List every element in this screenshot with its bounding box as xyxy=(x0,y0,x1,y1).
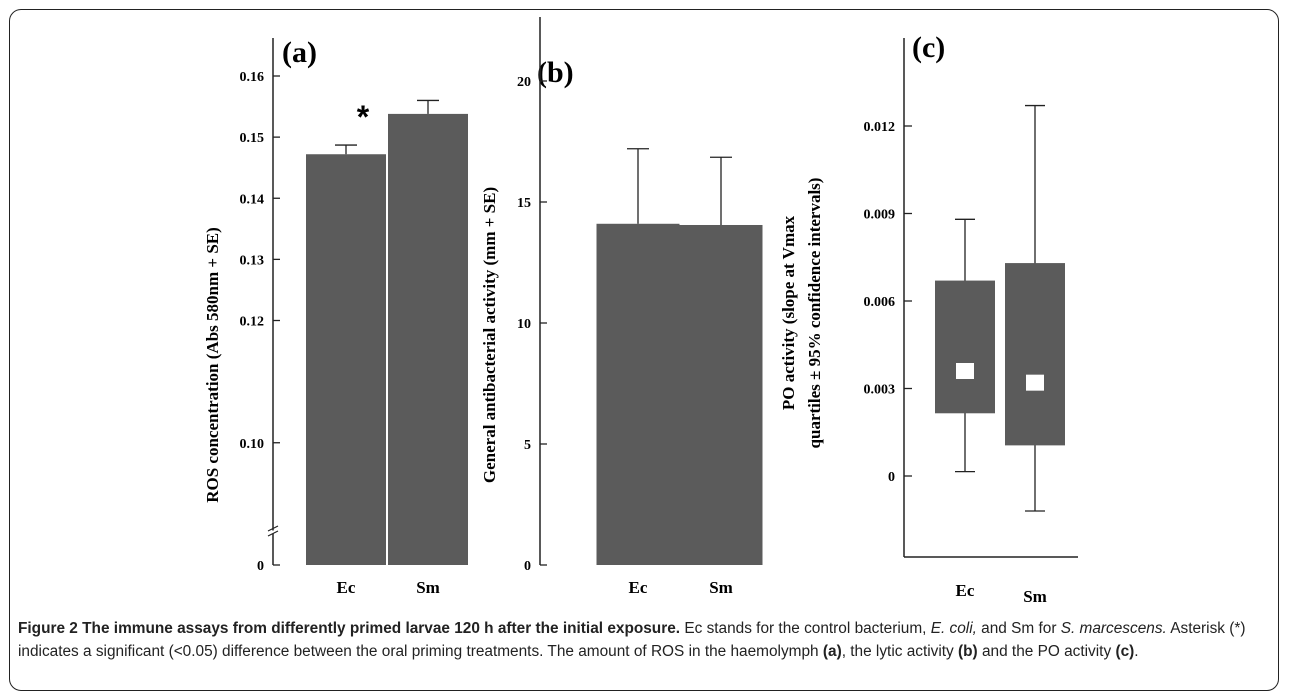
bar xyxy=(306,154,386,566)
panel-a-label: (a) xyxy=(282,36,317,69)
panel-c: (c) PO activity (slope at Vmax quartiles… xyxy=(779,31,1078,606)
category-label: Ec xyxy=(956,581,975,600)
y-tick-label: 0.009 xyxy=(864,208,896,223)
figure-svg: (a) ROS concentration (Abs 580nm + SE) *… xyxy=(203,17,1078,606)
category-label: Sm xyxy=(1023,587,1047,606)
box-body xyxy=(935,280,995,414)
panel-c-ylabel-line2: quartiles ± 95% confidence intervals) xyxy=(805,178,824,449)
caption-text-5: and the PO activity xyxy=(981,643,1112,660)
panel-b: (b) General antibacterial activity (mm +… xyxy=(480,17,763,597)
box-median-marker xyxy=(1026,374,1044,391)
y-tick-label: 0.16 xyxy=(240,70,265,85)
panel-c-ylabel: PO activity (slope at Vmax xyxy=(779,215,798,410)
y-tick-label: 0.15 xyxy=(240,131,265,146)
category-label: Ec xyxy=(337,578,356,597)
y-tick-label: 0.10 xyxy=(240,437,265,452)
caption-ref-b: (b) xyxy=(958,643,978,660)
panel-b-label: (b) xyxy=(537,56,574,89)
y-tick-label: 0.14 xyxy=(240,192,265,207)
y-tick-label: 20 xyxy=(517,75,531,90)
figure-frame xyxy=(9,9,1279,691)
y-tick-label: 0 xyxy=(888,470,895,485)
axis-break-mark xyxy=(267,525,279,537)
y-tick-label: 0 xyxy=(257,559,264,574)
box-body xyxy=(1005,263,1065,446)
y-tick-label: 0.003 xyxy=(864,383,896,398)
box-median-marker xyxy=(956,363,974,379)
caption-title: The immune assays from differently prime… xyxy=(82,620,681,637)
panel-a-ylabel: ROS concentration (Abs 580nm + SE) xyxy=(203,227,222,503)
caption-text-2: and Sm for xyxy=(981,620,1057,637)
caption-text-1: Ec stands for the control bacterium, xyxy=(684,620,927,637)
caption-species-smarcescens: S. marcescens. xyxy=(1060,620,1167,637)
category-label: Ec xyxy=(629,578,648,597)
panel-a-significance-asterisk: * xyxy=(357,99,370,135)
caption-ref-a: (a) xyxy=(822,643,842,660)
caption-text-3: Asterisk (*) indicates a significant (<0… xyxy=(18,620,1246,660)
figure-caption: Figure 2 The immune assays from differen… xyxy=(18,617,1276,663)
y-tick-label: 0.13 xyxy=(240,253,265,268)
category-label: Sm xyxy=(709,578,733,597)
caption-text-4: , the lytic activity xyxy=(841,643,954,660)
panel-b-ylabel: General antibacterial activity (mm + SE) xyxy=(480,187,499,483)
caption-ref-c: (c) xyxy=(1115,643,1135,660)
bar xyxy=(388,113,468,566)
caption-label: Figure 2 xyxy=(18,620,78,637)
panel-c-label: (c) xyxy=(912,31,945,64)
y-tick-label: 0.012 xyxy=(864,120,896,135)
y-tick-label: 5 xyxy=(524,438,531,453)
y-tick-label: 10 xyxy=(517,317,531,332)
y-tick-label: 0 xyxy=(524,559,531,574)
caption-species-ecoli: E. coli, xyxy=(930,620,977,637)
panel-a: (a) ROS concentration (Abs 580nm + SE) *… xyxy=(203,36,468,597)
caption-text-6: . xyxy=(1134,643,1139,660)
bar xyxy=(679,224,763,566)
bar xyxy=(596,223,680,565)
category-label: Sm xyxy=(416,578,440,597)
y-tick-label: 0.006 xyxy=(864,295,896,310)
y-tick-label: 0.12 xyxy=(240,315,265,330)
y-tick-label: 15 xyxy=(517,196,531,211)
